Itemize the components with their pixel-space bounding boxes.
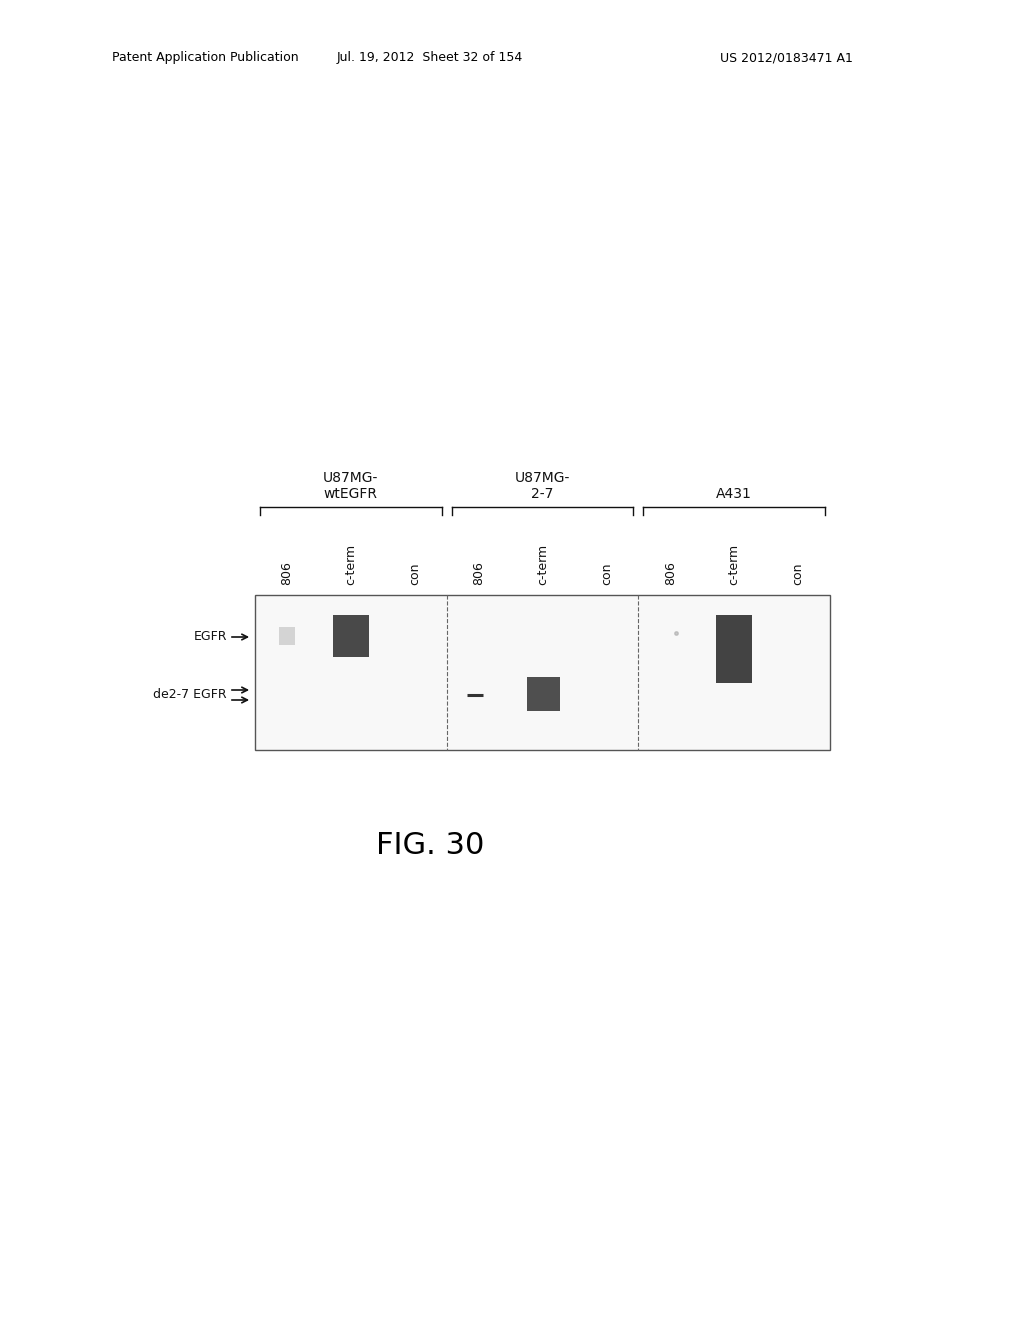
Bar (716, 615, 753, 682)
Text: 806: 806 (664, 561, 677, 585)
Text: con: con (600, 562, 613, 585)
Text: c-term: c-term (536, 544, 549, 585)
Bar (255, 595, 830, 750)
Text: con: con (792, 562, 805, 585)
Text: c-term: c-term (728, 544, 740, 585)
Text: 806: 806 (472, 561, 485, 585)
Text: U87MG-
2-7: U87MG- 2-7 (515, 471, 570, 502)
Text: de2-7 EGFR: de2-7 EGFR (154, 689, 227, 701)
Text: FIG. 30: FIG. 30 (376, 830, 484, 859)
Bar (526, 677, 559, 711)
Text: US 2012/0183471 A1: US 2012/0183471 A1 (720, 51, 853, 65)
Text: Patent Application Publication: Patent Application Publication (112, 51, 299, 65)
Text: A431: A431 (716, 487, 752, 502)
Text: Jul. 19, 2012  Sheet 32 of 154: Jul. 19, 2012 Sheet 32 of 154 (337, 51, 523, 65)
Text: c-term: c-term (344, 544, 357, 585)
Text: U87MG-
wtEGFR: U87MG- wtEGFR (324, 471, 379, 502)
Text: EGFR: EGFR (194, 631, 227, 644)
Bar (279, 627, 295, 645)
Bar (333, 615, 369, 657)
Text: con: con (409, 562, 421, 585)
Text: 806: 806 (281, 561, 294, 585)
